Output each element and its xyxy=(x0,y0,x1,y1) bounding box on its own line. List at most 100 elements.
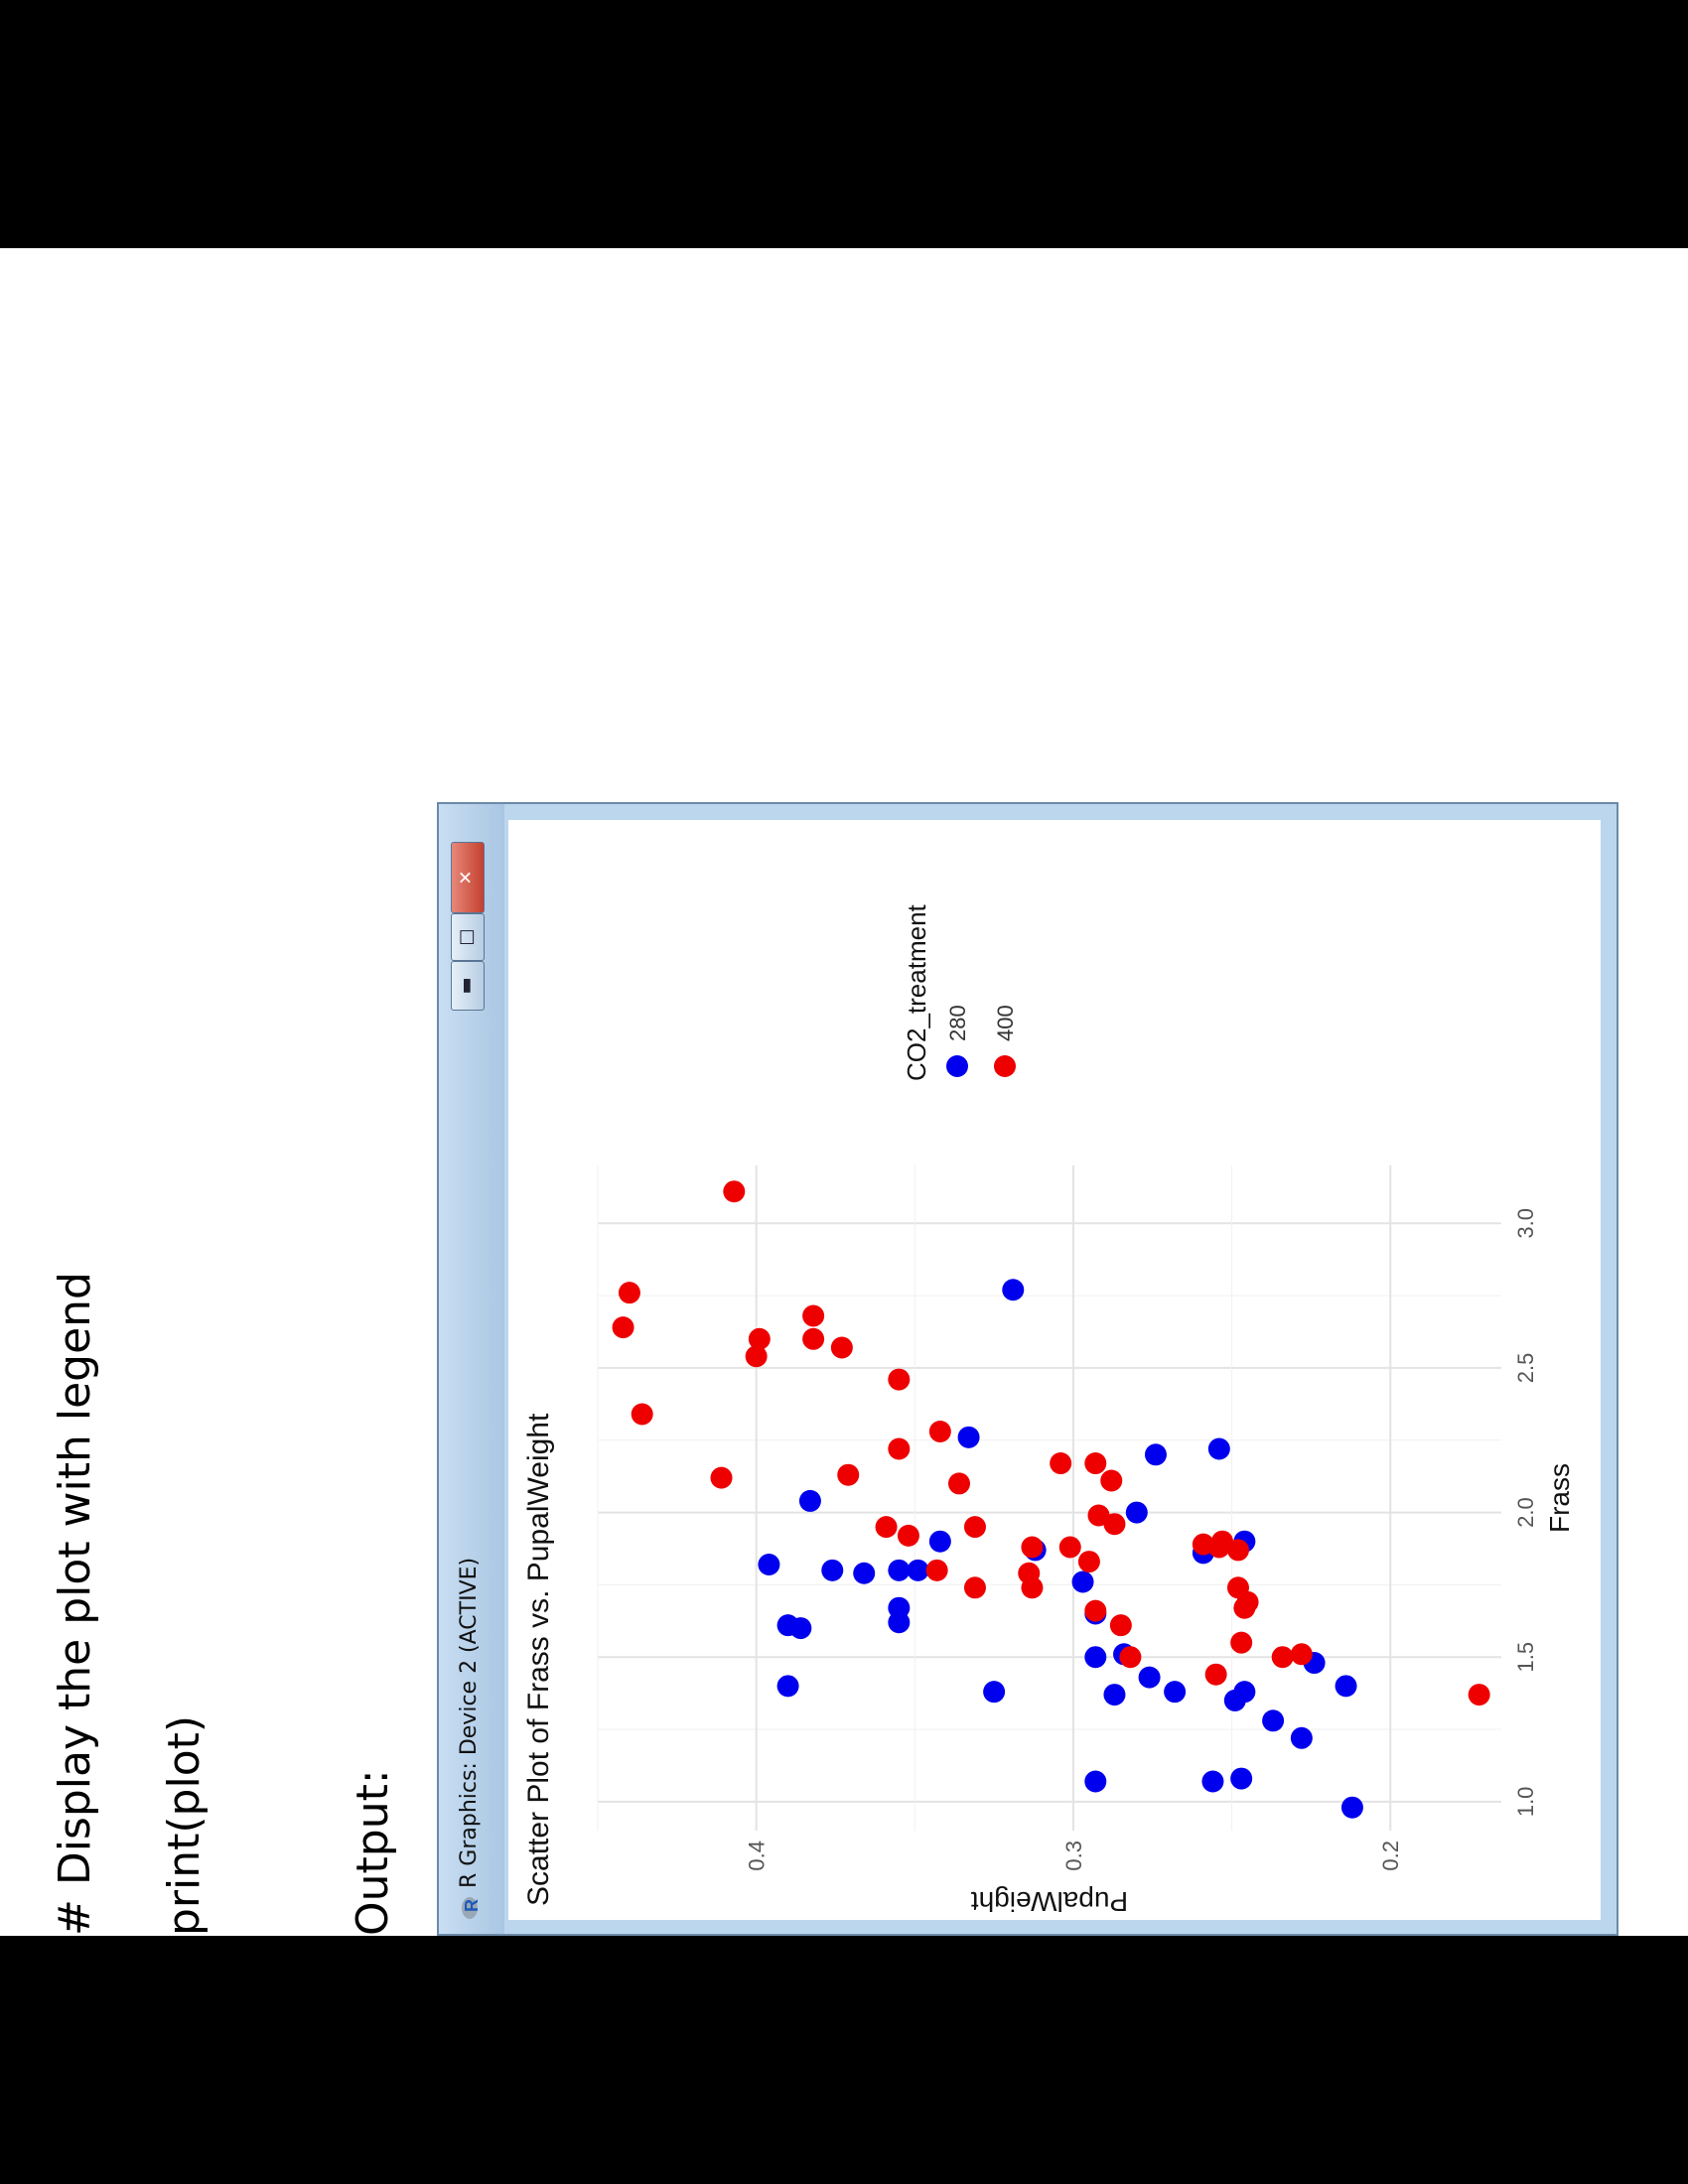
legend-label-400: 400 xyxy=(993,1005,1018,1041)
maximize-icon: □ xyxy=(456,928,477,946)
y-tick-label: 0.4 xyxy=(745,1841,770,1871)
data-point-400 xyxy=(748,1327,771,1350)
data-point-280 xyxy=(1207,1437,1230,1460)
window-title: R Graphics: Device 2 (ACTIVE) xyxy=(457,1557,482,1888)
x-tick-label: 2.5 xyxy=(1513,1353,1538,1384)
data-point-280 xyxy=(1103,1684,1126,1706)
legend-key-400 xyxy=(994,1055,1016,1077)
data-point-280 xyxy=(907,1559,929,1581)
data-point-400 xyxy=(1050,1452,1072,1475)
data-point-280 xyxy=(1144,1443,1167,1466)
data-point-400 xyxy=(612,1316,634,1339)
data-point-280 xyxy=(1230,1767,1253,1790)
data-point-280 xyxy=(1340,1796,1363,1819)
r-logo-icon: R xyxy=(462,1897,482,1919)
svg-text:R: R xyxy=(462,1899,482,1912)
data-point-400 xyxy=(963,1516,986,1539)
data-point-280 xyxy=(1071,1570,1094,1593)
data-point-400 xyxy=(710,1466,733,1489)
x-tick-label: 3.0 xyxy=(1513,1208,1538,1239)
data-point-400 xyxy=(1021,1536,1044,1559)
data-point-280 xyxy=(798,1489,821,1512)
data-point-400 xyxy=(925,1559,948,1581)
data-point-400 xyxy=(963,1576,986,1599)
data-point-280 xyxy=(957,1426,980,1448)
data-point-280 xyxy=(776,1614,799,1637)
minimize-button[interactable]: ▬ xyxy=(451,961,485,1011)
window-titlebar[interactable]: R R Graphics: Device 2 (ACTIVE) ▬ □ ✕ xyxy=(439,804,504,1934)
data-point-400 xyxy=(1084,1452,1107,1475)
close-icon: ✕ xyxy=(456,870,477,886)
data-point-280 xyxy=(1233,1681,1256,1704)
data-point-400 xyxy=(1077,1551,1100,1573)
chart-legend: CO2_treatment 280 400 xyxy=(902,903,1018,1081)
axis-ticks: 1.0 1.5 2.0 2.5 3.0 0.2 0.3 0.4 xyxy=(745,1208,1538,1871)
data-point-400 xyxy=(1192,1533,1214,1556)
r-graphics-window[interactable]: R R Graphics: Device 2 (ACTIVE) ▬ □ ✕ 1.… xyxy=(437,802,1618,1936)
code-print-line: print(plot) xyxy=(159,1714,210,1936)
data-point-280 xyxy=(1201,1770,1224,1793)
scatter-chart: 1.0 1.5 2.0 2.5 3.0 0.2 0.3 0.4 Scatter Plot of… xyxy=(522,903,1575,1917)
plot-area: 1.0 1.5 2.0 2.5 3.0 0.2 0.3 0.4 Scatter Plot of… xyxy=(508,820,1601,1920)
data-point-400 xyxy=(1468,1684,1490,1706)
code-comment: # Display the plot with legend xyxy=(50,1272,100,1936)
legend-title: CO2_treatment xyxy=(902,903,931,1081)
data-point-280 xyxy=(1335,1675,1357,1698)
x-tick-label: 1.0 xyxy=(1513,1787,1538,1818)
data-point-400 xyxy=(830,1336,853,1359)
output-label: Output: xyxy=(348,1769,398,1936)
x-tick-label: 1.5 xyxy=(1513,1642,1538,1673)
data-point-280 xyxy=(1262,1709,1285,1732)
data-point-400 xyxy=(948,1472,970,1495)
data-point-280 xyxy=(1002,1279,1025,1301)
data-point-280 xyxy=(888,1596,911,1619)
data-point-400 xyxy=(745,1345,768,1368)
data-point-400 xyxy=(1109,1614,1132,1637)
data-point-400 xyxy=(875,1516,898,1539)
data-point-280 xyxy=(821,1559,844,1581)
data-point-400 xyxy=(1087,1504,1110,1527)
close-button[interactable]: ✕ xyxy=(451,842,485,913)
rotated-content: # Display the plot with legend print(plo… xyxy=(0,248,1688,1936)
x-axis-label: Frass xyxy=(1544,1463,1575,1533)
legend-label-280: 280 xyxy=(945,1005,970,1041)
slide-page: # Display the plot with legend print(plo… xyxy=(0,248,1688,1936)
data-point-400 xyxy=(888,1437,911,1460)
data-point-280 xyxy=(1084,1646,1107,1669)
data-point-280 xyxy=(1290,1726,1313,1749)
data-point-280 xyxy=(1125,1501,1148,1524)
data-points xyxy=(612,1180,1490,1819)
data-point-400 xyxy=(802,1327,825,1350)
data-point-280 xyxy=(776,1675,799,1698)
y-axis-label: PupalWeight xyxy=(971,1886,1128,1917)
minimize-icon: ▬ xyxy=(456,977,477,995)
data-point-280 xyxy=(1084,1770,1107,1793)
data-point-400 xyxy=(618,1282,640,1304)
grid-lines xyxy=(597,1165,1501,1831)
data-point-400 xyxy=(837,1463,860,1486)
y-tick-label: 0.3 xyxy=(1061,1841,1086,1871)
data-point-400 xyxy=(1226,1576,1249,1599)
data-point-400 xyxy=(1119,1646,1142,1669)
data-point-400 xyxy=(1271,1646,1294,1669)
data-point-280 xyxy=(983,1681,1006,1704)
data-point-400 xyxy=(1084,1599,1107,1622)
chart-title: Scatter Plot of Frass vs. PupalWeight xyxy=(522,1413,555,1906)
legend-key-280 xyxy=(946,1055,968,1077)
data-point-280 xyxy=(1164,1681,1187,1704)
data-point-400 xyxy=(897,1524,919,1547)
data-point-280 xyxy=(1138,1666,1161,1689)
data-point-280 xyxy=(928,1530,951,1553)
data-point-400 xyxy=(928,1421,951,1442)
data-point-400 xyxy=(1211,1530,1234,1553)
maximize-button[interactable]: □ xyxy=(451,913,485,961)
x-tick-label: 2.0 xyxy=(1513,1497,1538,1528)
data-point-280 xyxy=(758,1554,780,1575)
data-point-280 xyxy=(888,1559,911,1581)
data-point-400 xyxy=(723,1180,746,1203)
data-point-400 xyxy=(1230,1631,1253,1654)
y-tick-label: 0.2 xyxy=(1378,1841,1403,1871)
data-point-400 xyxy=(1018,1562,1041,1584)
data-point-400 xyxy=(802,1304,825,1327)
data-point-400 xyxy=(1290,1643,1313,1666)
